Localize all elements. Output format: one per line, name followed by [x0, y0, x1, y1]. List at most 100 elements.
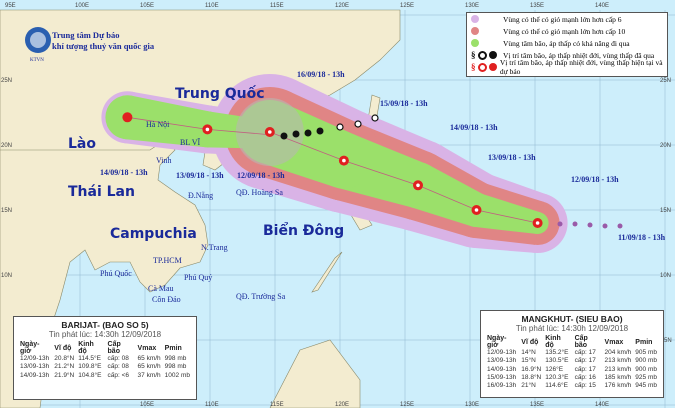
cell: 945 mb: [635, 382, 657, 390]
barijat-title: BARIJAT- (BAO SO 5): [61, 320, 149, 330]
legend-item: Vùng có thể có gió mạnh lớn hơn cấp 6: [467, 13, 667, 25]
table-row: 16/09-13h 21°N 114.6°E cấp: 15 176 km/h 945 m…: [485, 382, 659, 390]
col-header: Vĩ độ: [521, 338, 539, 346]
forecast-position-icons: §: [471, 62, 500, 72]
tick-top: 95E: [5, 3, 16, 9]
col-header: Pmin: [164, 344, 182, 352]
place-label: Cà Mau: [148, 284, 174, 293]
barijat-date-labels: 14/09/18 - 13h 13/09/18 - 13h 12/09/18 -…: [100, 168, 285, 180]
cell: 204 km/h: [604, 349, 632, 356]
tick-top: 105E: [140, 3, 154, 9]
date-label: 13/09/18 - 13h: [488, 153, 536, 162]
ticks-top: 95E 100E 105E 110E 115E 120E 125E 130E 1…: [5, 3, 609, 9]
cell: 21.9°N: [54, 371, 75, 379]
tick-bottom: 115E: [270, 402, 284, 408]
col-header: Vmax: [604, 338, 624, 346]
cell: 21°N: [521, 382, 536, 390]
cell: 185 km/h: [604, 373, 632, 381]
storm-eye: [416, 183, 420, 188]
cell: cấp: 17: [574, 357, 596, 365]
past-storm-icon: [304, 129, 312, 137]
tick-bottom: 140E: [595, 402, 609, 408]
col-header: Cấp bão: [574, 335, 588, 349]
date-label: 12/09/18 - 13h: [237, 171, 285, 180]
tick-left: 25N: [1, 78, 12, 84]
place-label: TP.HCM: [153, 256, 182, 265]
place-label: Phú Quý: [184, 273, 212, 282]
legend-item: Vùng tâm bão, áp thấp có khả năng đi qua: [467, 37, 667, 49]
center-zone-swatch-icon: [471, 39, 479, 47]
cell: 104.8°E: [78, 371, 102, 379]
storm-eye: [205, 127, 210, 132]
logo-text: KTVN: [30, 58, 44, 63]
place-label: Côn Đảo: [152, 295, 181, 304]
cell: 213 km/h: [604, 365, 632, 373]
label-thailand: Thái Lan: [68, 184, 135, 200]
table-row: 14/09-13h 21.9°N 104.8°E cấp: <6 37 km/h 1002…: [18, 372, 192, 380]
cell: cấp: 08: [107, 355, 129, 362]
cell: 120.3°E: [545, 373, 569, 381]
date-label: 13/09/18 - 13h: [176, 171, 224, 180]
agency-name-line1: Trung tâm Dự báo: [52, 30, 120, 40]
mangkhut-table: Ngày-giờ Vĩ độ Kinh độ Cấp bão Vmax Pmin 12/0…: [485, 335, 659, 390]
mangkhut-issued: Tin phát lúc: 14:30h 12/09/2018: [515, 324, 629, 333]
tick-top: 135E: [530, 3, 544, 9]
tick-right: 10N: [660, 273, 671, 279]
tick-right: 25N: [660, 78, 671, 84]
legend-label: Vị trí tâm bão, áp thấp nhiệt đới, vùng …: [503, 50, 655, 60]
forecast-low-pressure-icon: [122, 112, 133, 123]
tick-top: 140E: [595, 3, 609, 9]
legend-label: Vùng có thể có gió mạnh lớn hơn cấp 6: [503, 14, 622, 24]
mangkhut-info-box: MANGKHUT- (SIEU BAO) Tin phát lúc: 14:30…: [480, 310, 664, 398]
cell: 21.2°N: [54, 363, 75, 371]
cell: 135.2°E: [545, 349, 569, 356]
label-laos: Lào: [68, 136, 96, 152]
tick-bottom: 125E: [400, 402, 414, 408]
date-label: 16/09/18 - 13h: [297, 70, 345, 79]
borneo-land: [269, 339, 361, 408]
cell: 65 km/h: [137, 355, 161, 362]
storm-tracks: [122, 112, 623, 229]
past-low-pressure-icon: [336, 123, 344, 131]
table-header: Ngày-giờ Vĩ độ Kinh độ Cấp bão Vmax Pmin: [485, 335, 659, 349]
legend-item: Vùng có thể có gió mạnh lớn hơn cấp 10: [467, 25, 667, 37]
indochina-land: [0, 139, 209, 408]
cell: cấp: 17: [574, 349, 596, 356]
cell: 16.9°N: [521, 365, 542, 373]
tick-right: 20N: [660, 143, 671, 149]
legend-label: Vị trí tâm bão, áp thấp nhiệt đới, vùng …: [499, 58, 663, 76]
cell: 900 mb: [635, 357, 657, 365]
date-label: 14/09/18 - 13h: [100, 168, 148, 177]
tick-bottom: 120E: [335, 402, 349, 408]
mangkhut-date-labels: 16/09/18 - 13h 15/09/18 - 13h 14/09/18 -…: [297, 70, 666, 242]
past-low-pressure-icon: [371, 114, 379, 122]
date-label: 15/09/18 - 13h: [380, 99, 428, 108]
ticks-right: 25N 20N 15N 10N 5N: [660, 78, 672, 344]
tick-top: 130E: [465, 3, 479, 9]
col-header: Kinh độ: [545, 335, 561, 349]
table-row: 13/09-13h 15°N 130.5°E cấp: 17 213 km/h 900 m…: [485, 357, 659, 365]
cell: 1002 mb: [164, 371, 190, 379]
past-position-marker: [557, 221, 563, 227]
table-header: Ngày-giờ Vĩ độ Kinh độ Cấp bão Vmax Pmin: [18, 341, 192, 355]
barijat-issued: Tin phát lúc: 14:30h 12/09/2018: [48, 330, 162, 339]
tick-left: 15N: [1, 208, 12, 214]
past-position-icons: §: [471, 50, 503, 60]
cell: 998 mb: [164, 355, 187, 362]
storm-eye: [268, 130, 272, 134]
cell: 176 km/h: [604, 382, 632, 390]
past-position-marker: [587, 222, 593, 228]
cell: 14°N: [521, 349, 536, 356]
barijat-table: Ngày-giờ Vĩ độ Kinh độ Cấp bão Vmax Pmin 12/0…: [18, 341, 192, 380]
tick-bottom: 135E: [530, 402, 544, 408]
storm-eye: [474, 208, 479, 212]
cell: 15°N: [521, 357, 536, 365]
place-label: N.Trang: [201, 243, 228, 252]
past-position-marker: [572, 221, 578, 227]
col-header: Ngày-giờ: [20, 341, 40, 355]
cell: cấp: 15: [574, 382, 596, 390]
past-position-marker: [602, 223, 608, 229]
past-low-pressure-icon: [354, 120, 362, 128]
cell: 900 mb: [635, 365, 657, 373]
cell: 13/09-13h: [487, 357, 517, 365]
